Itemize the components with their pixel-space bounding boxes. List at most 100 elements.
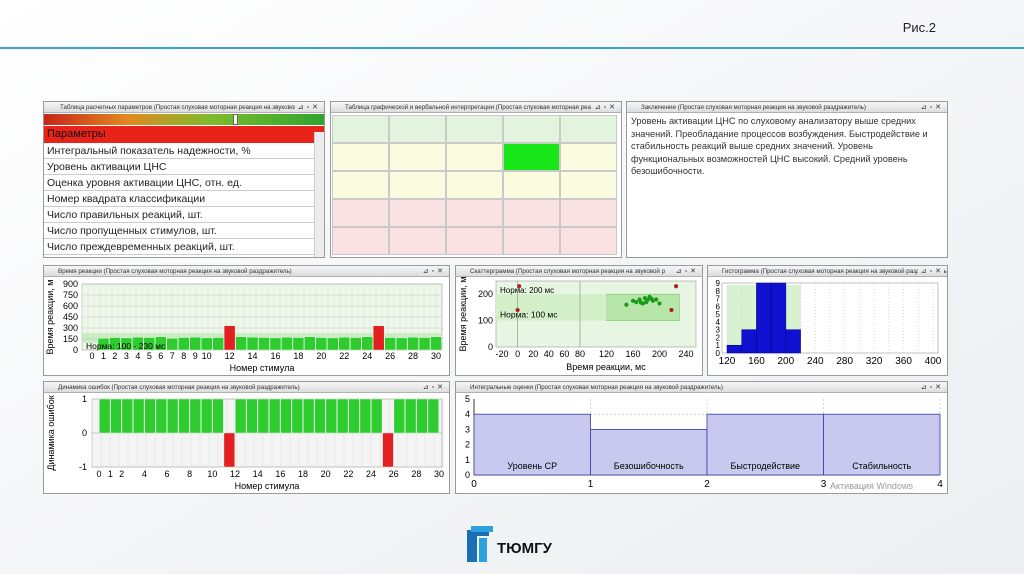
- panel-window-buttons[interactable]: ⊿▫✕: [917, 266, 944, 276]
- conclusion-title: Заключение (Простая слуховая моторная ре…: [627, 102, 947, 113]
- histogram-title: Гистограмма (Простая слуховая моторная р…: [708, 266, 947, 277]
- panel-window-buttons[interactable]: ⊿▫✕: [419, 382, 446, 392]
- x-tick-label: 5: [147, 351, 152, 361]
- data-bar: [361, 336, 373, 351]
- x-tick-label: 280: [836, 356, 853, 367]
- param-row[interactable]: Уровень активации ЦНС: [44, 159, 324, 175]
- error-bar: [359, 398, 371, 434]
- y-tick-label: 5: [716, 310, 721, 319]
- category-label: Быстродействие: [730, 461, 800, 471]
- x-tick-label: 120: [599, 349, 614, 359]
- x-tick-label: 9: [193, 351, 198, 361]
- interp-cell: [389, 199, 446, 227]
- y-tick-label: 1: [82, 394, 87, 404]
- param-row[interactable]: Номер квадрата классификации: [44, 191, 324, 207]
- x-tick-label: 240: [807, 356, 824, 367]
- windows-watermark: Активация Windows: [830, 481, 913, 491]
- data-bar: [304, 336, 316, 351]
- panel-window-buttons[interactable]: ⊿▫✕: [917, 102, 944, 112]
- y-tick-label: 750: [63, 290, 78, 300]
- x-tick-label: 40: [544, 349, 554, 359]
- x-tick-label: 160: [748, 356, 765, 367]
- logo-text: ТЮМГУ: [497, 540, 553, 557]
- param-row[interactable]: Интегральный показатель надежности, %: [44, 143, 324, 159]
- interp-cell: [389, 171, 446, 199]
- gradient-thumb[interactable]: [233, 114, 238, 125]
- interp-cell: [332, 115, 389, 143]
- data-bar: [395, 337, 408, 351]
- integral-bar: [706, 413, 824, 476]
- y-tick-label: 3: [716, 326, 721, 335]
- interp-cell: [503, 143, 560, 171]
- x-tick-label: 360: [895, 356, 912, 367]
- interp-title: Таблица графической и вербальной интерпр…: [331, 102, 621, 113]
- y-tick-label: 900: [63, 279, 78, 289]
- integral-chart: Уровень СР Безошибочность Быстродействие Ст…: [465, 394, 943, 491]
- category-label: Безошибочность: [614, 461, 684, 471]
- error-bar: [393, 398, 405, 434]
- scatter-point: [634, 300, 639, 305]
- error-bar: [280, 398, 292, 434]
- data-bar: [120, 337, 133, 351]
- x-tick-label: 2: [112, 351, 117, 361]
- error-bar: [212, 398, 224, 434]
- x-tick-label: 200: [778, 356, 795, 367]
- x-tick-label: 24: [362, 351, 372, 361]
- y-tick-label: 0: [465, 470, 470, 480]
- data-bar: [143, 337, 156, 351]
- error-bar: [325, 398, 337, 434]
- y-tick-label: 300: [63, 323, 78, 333]
- error-bar: [314, 398, 326, 434]
- x-tick-label: 0: [515, 349, 520, 359]
- error-bar: [257, 398, 269, 434]
- slide-top-line: [0, 47, 1024, 49]
- x-tick-label: 16: [275, 469, 285, 479]
- panel-window-buttons[interactable]: ⊿▫✕: [294, 102, 321, 112]
- slide-number: Рис.2: [902, 20, 936, 35]
- param-row[interactable]: Оценка уровня активации ЦНС, отн. ед.: [44, 175, 324, 191]
- x-tick-label: 12: [225, 351, 235, 361]
- interp-cell: [332, 227, 389, 255]
- error-bar: [167, 398, 179, 434]
- panel-window-buttons[interactable]: ⊿▫✕: [917, 382, 944, 392]
- integral-bar: [823, 413, 941, 476]
- panel-window-buttons[interactable]: ⊿▫✕: [672, 266, 699, 276]
- param-row[interactable]: Число преждевременных реакций, шт.: [44, 239, 324, 255]
- param-row[interactable]: Число пропущенных стимулов, шт.: [44, 223, 324, 239]
- integral-bar: [590, 429, 708, 476]
- data-bar: [132, 336, 144, 351]
- error-bar: [246, 398, 258, 434]
- x-tick-label: 28: [411, 469, 421, 479]
- interp-cell: [332, 143, 389, 171]
- x-tick-label: 4: [937, 479, 943, 490]
- interp-cell: [560, 115, 617, 143]
- data-bar: [315, 337, 328, 351]
- interp-grid: [332, 115, 617, 255]
- reliability-gradient: [44, 114, 324, 125]
- panel-window-buttons[interactable]: ⊿▫✕: [591, 102, 618, 112]
- interp-cell: [332, 171, 389, 199]
- data-bar: [223, 325, 236, 351]
- error-bar: [110, 398, 122, 434]
- scatter-point: [515, 307, 520, 313]
- interp-cell: [560, 199, 617, 227]
- x-tick-label: 12: [230, 469, 240, 479]
- data-bar: [246, 336, 259, 351]
- param-row[interactable]: Число правильных реакций, шт.: [44, 207, 324, 223]
- y-tick-label: 3: [465, 424, 470, 434]
- histogram-bar: [756, 282, 772, 354]
- panel-window-buttons[interactable]: ⊿▫✕: [419, 266, 446, 276]
- data-bar: [235, 336, 247, 351]
- tyumgu-logo: ТЮМГУ: [465, 526, 565, 571]
- x-tick-label: 60: [559, 349, 569, 359]
- y-tick-label: -1: [79, 462, 87, 472]
- data-bar: [372, 325, 385, 351]
- x-tick-label: 16: [270, 351, 280, 361]
- params-scrollbar[interactable]: [314, 132, 324, 257]
- x-tick-label: 22: [339, 351, 349, 361]
- error-bar: [201, 398, 213, 434]
- error-bar: [133, 398, 145, 434]
- y-tick-label: 2: [465, 440, 470, 450]
